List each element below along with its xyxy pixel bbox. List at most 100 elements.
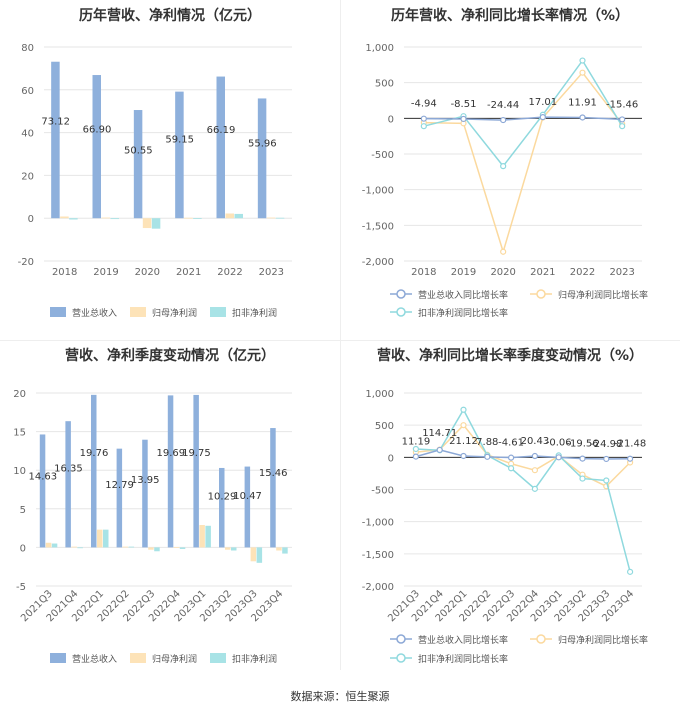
- deducted-profit-growth-point: [508, 465, 515, 472]
- legend-label: 归母净利润同比增长率: [558, 634, 648, 646]
- revenue-bar: [193, 394, 199, 548]
- y-tick-label: 1,000: [365, 43, 394, 54]
- net-profit-bar: [266, 217, 276, 219]
- deducted-profit-bar: [234, 213, 243, 219]
- legend-marker: [396, 653, 406, 663]
- legend-label: 扣非净利润: [232, 307, 277, 319]
- data-label: 50.55: [124, 145, 153, 156]
- y-tick-label: -2,000: [362, 257, 394, 268]
- data-label: 17.01: [529, 97, 558, 108]
- data-label: 21.12: [449, 436, 478, 447]
- net-profit-bar: [250, 547, 257, 562]
- x-tick-label: 2023: [259, 267, 284, 278]
- data-label: -4.94: [411, 99, 437, 110]
- deducted-profit-growth-point: [531, 485, 538, 492]
- revenue-bar: [91, 394, 97, 548]
- data-label: 16.35: [54, 464, 83, 475]
- x-tick-label: 2019: [451, 267, 476, 278]
- revenue-growth-point: [619, 116, 626, 123]
- revenue-growth-line: [415, 449, 631, 460]
- revenue-growth-line: [423, 116, 623, 121]
- revenue-growth-point: [579, 455, 586, 462]
- y-tick-label: -500: [371, 150, 394, 161]
- data-label: 66.19: [207, 125, 236, 136]
- y-tick-label: 5: [20, 505, 26, 516]
- deducted-profit-bar: [256, 547, 263, 563]
- net-profit-bar: [142, 218, 152, 229]
- legend-swatch: [210, 653, 226, 663]
- net-profit-bar: [276, 547, 282, 551]
- x-tick-label: 2019: [93, 267, 118, 278]
- net-profit-bar: [184, 217, 193, 219]
- quarterly-growth-rate-chart: 营收、净利同比增长率季度变动情况（%） 1,000 500 0 -500 -1,000 -1…: [362, 347, 648, 665]
- net-profit-bar: [148, 547, 154, 550]
- net-profit-bar: [45, 542, 52, 548]
- data-label: 13.95: [131, 475, 160, 486]
- legend-marker: [396, 307, 406, 317]
- y-tick-label: 60: [21, 86, 34, 97]
- data-label: -24.44: [487, 100, 519, 111]
- x-tick-label: 2021: [176, 267, 201, 278]
- annual-growth-rate-chart: 历年营收、净利同比增长率情况（%） 1,000 500 0 -500 -1,000 -1,5…: [362, 7, 648, 319]
- net-profit-bar: [60, 216, 69, 219]
- legend-swatch: [50, 653, 66, 663]
- deducted-profit-bar: [128, 546, 135, 548]
- legend-label: 营业总收入同比增长率: [418, 289, 508, 301]
- revenue-bar: [142, 439, 148, 548]
- deducted-profit-bar: [193, 218, 202, 219]
- revenue-bar: [116, 448, 123, 548]
- net-profit-bar: [173, 547, 180, 548]
- deducted-profit-bar: [154, 547, 160, 552]
- net-profit-bar: [122, 546, 129, 548]
- data-label: 14.63: [28, 472, 57, 483]
- deducted-profit-bar: [77, 547, 83, 549]
- legend-swatch: [130, 307, 146, 317]
- net-profit-growth-line: [423, 71, 623, 255]
- net-profit-growth-point: [579, 69, 586, 76]
- data-label: 59.15: [165, 134, 194, 145]
- deducted-profit-bar: [205, 525, 211, 548]
- data-label: 19.75: [182, 448, 211, 459]
- data-label: -0.06: [546, 437, 572, 448]
- deducted-profit-bar: [231, 547, 237, 551]
- y-tick-label: -5: [16, 582, 26, 593]
- legend-label: 归母净利润: [152, 653, 197, 665]
- data-label: 12.79: [105, 480, 134, 491]
- y-tick-label: -1,000: [362, 518, 394, 529]
- annual-revenue-profit-chart: 历年营收、净利情况（亿元） 80 60 40 20 0 -20 73.12 66.90 50.55…: [18, 7, 292, 319]
- data-label: 19.69: [156, 448, 185, 459]
- x-tick-label: 2020: [490, 267, 515, 278]
- chart-title: 历年营收、净利情况（亿元）: [79, 7, 261, 24]
- y-tick-label: 1,000: [365, 389, 394, 400]
- legend-marker: [396, 634, 406, 644]
- y-tick-label: -2,000: [362, 582, 394, 593]
- legend-label: 营业总收入: [72, 653, 117, 665]
- horizontal-divider: [0, 340, 680, 341]
- legend-label: 扣非净利润同比增长率: [418, 307, 508, 319]
- revenue-growth-point: [531, 452, 538, 460]
- revenue-bar: [167, 395, 174, 548]
- revenue-growth-point: [603, 455, 610, 463]
- net-profit-growth-point: [531, 467, 538, 474]
- x-tick-label: 2023: [609, 267, 634, 278]
- data-label: 20.43: [521, 436, 550, 447]
- revenue-bar: [244, 466, 251, 548]
- data-label: 11.91: [568, 97, 597, 108]
- deducted-profit-growth-point: [579, 475, 586, 482]
- net-profit-bar: [71, 546, 77, 548]
- data-label: -15.46: [606, 99, 638, 110]
- revenue-growth-point: [539, 114, 546, 121]
- data-label: 15.46: [259, 468, 288, 479]
- legend-marker: [536, 289, 546, 299]
- legend-marker: [536, 634, 546, 644]
- y-tick-label: 15: [13, 428, 26, 439]
- deducted-profit-growth-point: [460, 406, 467, 413]
- deducted-profit-bar: [275, 217, 285, 219]
- revenue-growth-point: [460, 115, 467, 123]
- y-tick-label: 80: [21, 43, 34, 54]
- revenue-growth-point: [627, 455, 634, 462]
- data-label: -19.56: [566, 439, 598, 450]
- deducted-profit-growth-line: [423, 59, 623, 168]
- legend-label: 归母净利润: [152, 307, 197, 319]
